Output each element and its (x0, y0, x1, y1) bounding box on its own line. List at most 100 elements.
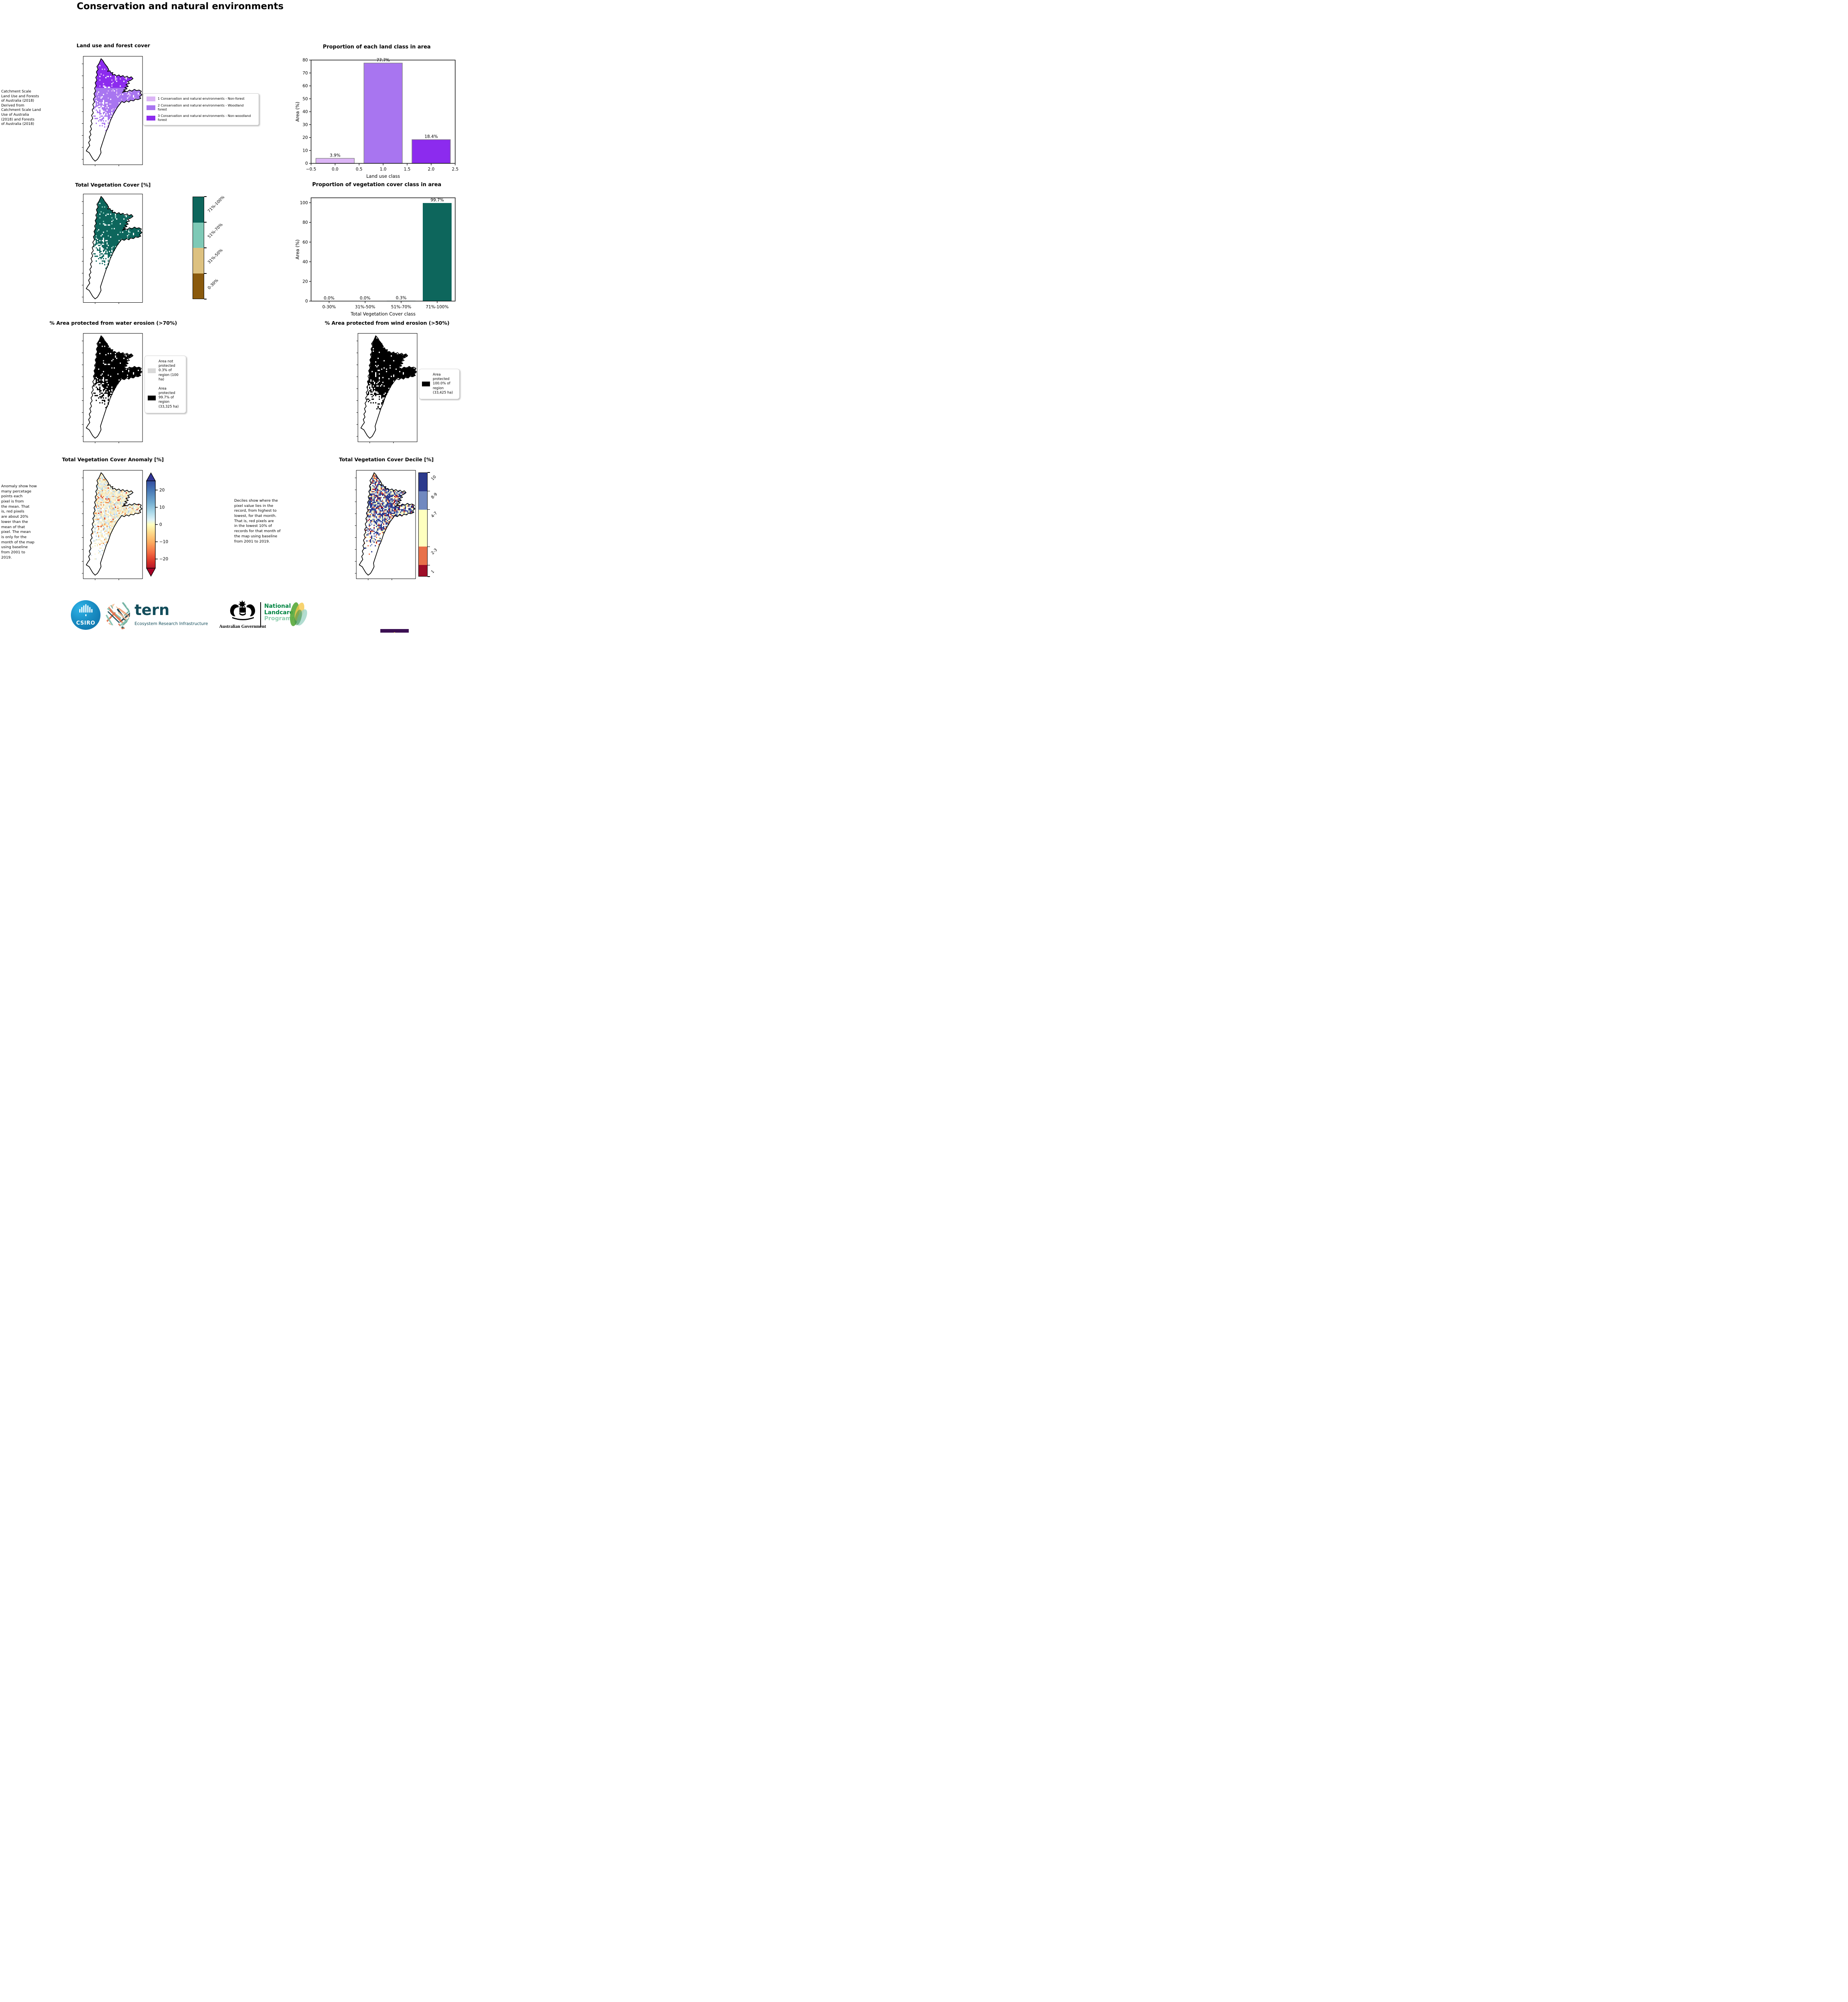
svg-text:0.5: 0.5 (356, 167, 363, 172)
legend-swatch (147, 96, 155, 101)
colorbar-tick-label: 4-7 (430, 511, 438, 519)
water-erosion-map-title: % Area protected from water erosion (>70… (49, 320, 177, 326)
svg-text:0: 0 (305, 161, 308, 166)
colorbar-segment (193, 248, 204, 273)
veg-class-chart-title: Proportion of vegetation cover class in … (312, 182, 442, 188)
svg-text:2.5: 2.5 (452, 167, 459, 172)
land-class-chart-title: Proportion of each land class in area (323, 44, 431, 50)
svg-text:−10: −10 (159, 540, 168, 545)
svg-text:Area (%): Area (%) (295, 239, 300, 259)
svg-text:0: 0 (159, 523, 162, 527)
legend-swatch (147, 105, 155, 110)
decile-map-title: Total Vegetation Cover Decile [%] (339, 456, 434, 462)
svg-text:51%-70%: 51%-70% (391, 305, 411, 310)
colorbar-tick (204, 273, 207, 274)
svg-text:0: 0 (305, 299, 308, 304)
veg-cover-colorbar: 71%-100% 51%-70% 31%-50% 0-30% (193, 195, 249, 300)
svg-text:1.5: 1.5 (404, 167, 411, 172)
wind-erosion-map-title: % Area protected from wind erosion (>50%… (325, 320, 450, 326)
waratah-icon (394, 632, 396, 633)
svg-text:10: 10 (159, 505, 165, 510)
legend-swatch (148, 395, 156, 400)
legend-label: 1 Conservation and natural environments … (158, 97, 245, 101)
colorbar-tick (428, 490, 430, 492)
csiro-logo-text: CSIRO (76, 620, 95, 626)
colorbar-segment (419, 491, 427, 510)
decile-colorbar: 10 8-9 4-7 2-3 1 (418, 472, 462, 577)
legend-label: 3 Conservation and natural environments … (158, 114, 251, 122)
bar-chart-svg: 0 10 20 30 40 50 60 70 80 −0.5 0.0 0.5 1.0 1.5 2.0 2.5 3… (295, 58, 459, 179)
colorbar-bar (418, 472, 428, 577)
legend-item: 1 Conservation and natural environments … (147, 96, 255, 101)
svg-text:40: 40 (303, 110, 308, 115)
logo-divider (260, 602, 261, 627)
colorbar-tick-label: 10 (430, 474, 437, 482)
land-use-legend: 1 Conservation and natural environments … (143, 93, 259, 125)
svg-text:Land use class: Land use class (366, 173, 400, 179)
svg-text:2.0: 2.0 (428, 167, 435, 172)
land-use-map (81, 56, 143, 167)
legend-label: Area protected 99.7% of region (33,325 h… (159, 386, 179, 409)
svg-text:40: 40 (303, 259, 308, 264)
svg-text:20: 20 (159, 488, 165, 492)
svg-text:71%-100%: 71%-100% (426, 305, 448, 310)
colorbar-segment (419, 546, 427, 565)
colorbar-tick-label: 2-3 (430, 548, 438, 556)
legend-item: 3 Conservation and natural environments … (147, 114, 255, 122)
svg-text:20: 20 (303, 135, 308, 140)
colorbar-segment (419, 509, 427, 547)
veg-class-chart-panel: Proportion of vegetation cover class in … (294, 179, 459, 319)
coat-of-arms-icon (230, 600, 255, 620)
colorbar-segment (193, 273, 204, 299)
svg-text:1.0: 1.0 (380, 167, 387, 172)
colorbar-tick-label: 71%-100% (207, 195, 226, 214)
colorbar-tick (204, 247, 207, 248)
anomaly-map (81, 470, 143, 581)
anomaly-colorbar: 20 10 0 −10 −20 (146, 472, 174, 579)
svg-text:18.4%: 18.4% (424, 135, 438, 139)
svg-text:−0.5: −0.5 (306, 167, 316, 172)
colorbar-segment (193, 222, 204, 248)
colorbar-tick (428, 576, 430, 577)
legend-label: Area not protected 0.3% of region (100 h… (159, 360, 179, 382)
decile-side-text: Deciles show where the pixel value lies … (234, 498, 281, 544)
colorbar-segment (419, 473, 427, 491)
svg-text:Area (%): Area (%) (295, 102, 300, 122)
land-class-chart: 0 10 20 30 40 50 60 70 80 −0.5 0.0 0.5 1.0 1.5 2.0 2.5 3… (294, 58, 459, 183)
svg-text:−20: −20 (159, 557, 168, 562)
landcare-leaves-icon (287, 600, 311, 630)
svg-text:50: 50 (303, 96, 308, 101)
svg-text:3.9%: 3.9% (330, 153, 341, 158)
colorbar-tick-label: 8-9 (430, 492, 438, 500)
svg-text:Total Vegetation Cover class: Total Vegetation Cover class (350, 311, 416, 317)
colorbar-bar (193, 197, 204, 299)
svg-text:0.0: 0.0 (332, 167, 339, 172)
colorbar-tick-label: 0-30% (207, 278, 219, 291)
page-title: Conservation and natural environments (76, 1, 284, 12)
svg-text:0.3%: 0.3% (396, 295, 407, 300)
australian-government-text: Australian Government (219, 624, 266, 629)
colorbar-segment (419, 565, 427, 576)
tern-australia-icon (106, 602, 130, 629)
water-erosion-legend: Area not protected 0.3% of region (100 h… (145, 356, 186, 413)
csiro-sound-icon (79, 604, 92, 616)
tern-logo (103, 600, 133, 633)
colorbar-segment (193, 197, 204, 223)
colorbar-tick (204, 196, 207, 197)
colorbar-tick-label: 1 (430, 569, 436, 575)
svg-text:60: 60 (303, 84, 308, 88)
australian-government-logo: Australian Government (219, 599, 271, 629)
land-use-map-title: Land use and forest cover (76, 42, 150, 48)
svg-text:30: 30 (303, 123, 308, 127)
svg-text:0.0%: 0.0% (360, 296, 371, 301)
svg-text:70: 70 (303, 71, 308, 76)
legend-item: Area protected 99.7% of region (33,325 h… (148, 387, 183, 409)
veg-cover-map (81, 194, 143, 305)
legend-label: 2 Conservation and natural environments … (158, 104, 244, 111)
anomaly-colorbar-svg: 20 10 0 −10 −20 (146, 472, 168, 577)
legend-item: Area not protected 0.3% of region (100 h… (148, 360, 183, 382)
decile-map (354, 470, 416, 581)
legend-swatch (147, 116, 155, 121)
colorbar-tick (428, 509, 430, 510)
legend-label: Area protected 100.0% of region (33,425 … (433, 373, 453, 395)
